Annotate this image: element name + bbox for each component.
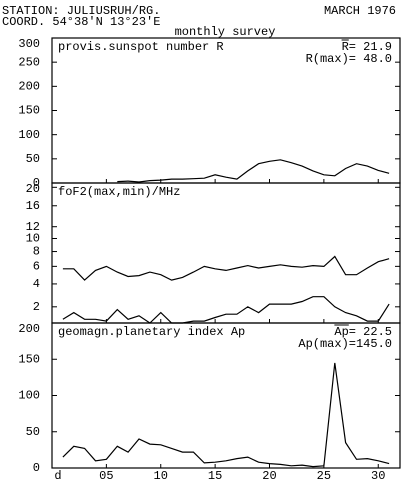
y-tick-label: 100: [18, 389, 40, 403]
data-line: [62, 255, 390, 281]
y-tick-label: 300: [18, 37, 40, 51]
y-tick-label: 20: [26, 182, 40, 196]
data-line: [62, 296, 390, 324]
y-tick-label: 4: [33, 277, 40, 291]
y-tick-label: 16: [26, 199, 40, 213]
y-tick-label: 50: [26, 425, 40, 439]
y-tick-label: 12: [26, 220, 40, 234]
x-tick-label: 25: [317, 469, 331, 480]
panel-title: foF2(max,min)/MHz: [58, 185, 180, 199]
coordinates: COORD. 54°38'N 13°23'E: [2, 15, 160, 29]
date: MARCH 1976: [324, 4, 396, 18]
annotation-symbol: R: [342, 40, 349, 54]
panel-frame: [51, 182, 401, 324]
station: STATION: JULIUSRUH/RG.: [2, 4, 160, 18]
x-tick-label: 15: [208, 469, 222, 480]
y-tick-label: 100: [18, 128, 40, 142]
panel-title: provis.sunspot number R: [58, 40, 224, 54]
x-tick-label: 10: [154, 469, 168, 480]
panel-title: geomagn.planetary index Ap: [58, 325, 245, 339]
annotation-text: Ap(max)=145.0: [298, 337, 392, 351]
x-tick-label: 30: [371, 469, 385, 480]
annotation: R(max)= 48.0: [306, 52, 392, 66]
annotation-text: R(max)= 48.0: [306, 52, 392, 66]
annotation-text: = 21.9: [349, 40, 392, 54]
y-tick-label: 0: [33, 461, 40, 475]
y-tick-label: 2: [33, 300, 40, 314]
y-tick-label: 200: [18, 80, 40, 94]
y-tick-label: 8: [33, 245, 40, 259]
annotation: Ap(max)=145.0: [298, 337, 392, 351]
x-tick-label: 20: [262, 469, 276, 480]
x-axis-label: d: [54, 469, 61, 480]
data-line: [62, 362, 390, 468]
annotation: Ap= 22.5: [334, 325, 392, 339]
y-tick-label: 200: [18, 322, 40, 336]
x-tick-label: 05: [99, 469, 113, 480]
y-tick-label: 150: [18, 104, 40, 118]
y-tick-label: 50: [26, 152, 40, 166]
y-tick-label: 250: [18, 55, 40, 69]
annotation: R= 21.9: [342, 40, 392, 54]
data-line: [117, 159, 390, 183]
y-tick-label: 6: [33, 260, 40, 274]
annotation-symbol: Ap: [334, 325, 348, 339]
y-tick-label: 150: [18, 352, 40, 366]
subtitle: monthly survey: [175, 25, 276, 39]
y-tick-label: 10: [26, 232, 40, 246]
annotation-text: = 22.5: [349, 325, 392, 339]
y-tick-label: 0: [33, 176, 40, 190]
